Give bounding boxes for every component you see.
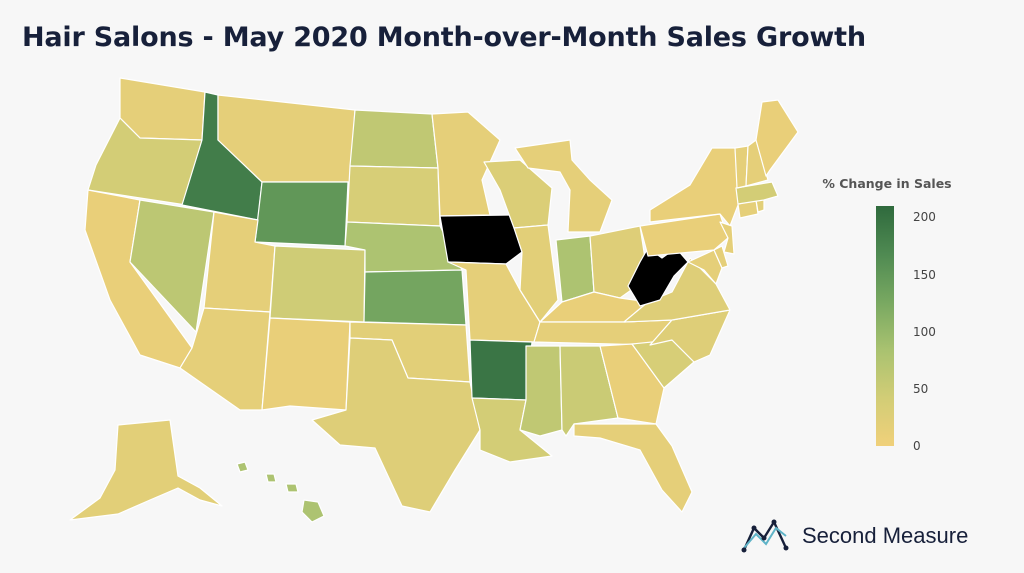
state-ia[interactable] [439,214,523,265]
state-ny[interactable] [649,147,741,227]
state-tn[interactable] [533,319,673,346]
legend-tick: 50 [913,381,929,396]
state-md[interactable] [687,249,723,285]
legend-title: % Change in Sales [822,176,952,191]
state-ar[interactable] [469,339,533,401]
line-chart-logo-icon [741,519,789,553]
state-ak[interactable] [69,419,223,521]
brand-logo: Second Measure [740,518,968,554]
state-mn[interactable] [431,111,501,217]
legend-tick: 0 [913,439,921,453]
state-hi[interactable] [236,461,325,523]
state-nj[interactable] [719,221,735,255]
state-fl[interactable] [573,423,693,513]
state-in[interactable] [555,235,595,303]
state-wv[interactable] [627,247,689,307]
state-nd[interactable] [349,109,439,169]
state-de[interactable] [713,245,729,269]
state-ga[interactable] [599,343,665,425]
state-wy[interactable] [254,181,349,247]
state-co[interactable] [269,245,366,323]
state-sd[interactable] [346,165,441,227]
legend-tick: 150 [913,267,936,282]
state-ks[interactable] [363,269,467,326]
state-nm[interactable] [261,317,351,411]
state-nh[interactable] [745,139,769,187]
state-nv[interactable] [129,199,215,333]
state-ms[interactable] [519,345,563,437]
legend-tick: 200 [913,210,936,225]
state-tx[interactable] [311,337,481,513]
state-mi[interactable] [514,139,613,233]
legend-tick: 100 [913,324,936,339]
brand-name: Second Measure [802,523,969,548]
legend-color-scale [876,206,894,446]
map-title: Hair Salons - May 2020 Month-over-Month … [22,22,866,53]
state-ma[interactable] [735,181,779,205]
state-me[interactable] [755,99,799,177]
